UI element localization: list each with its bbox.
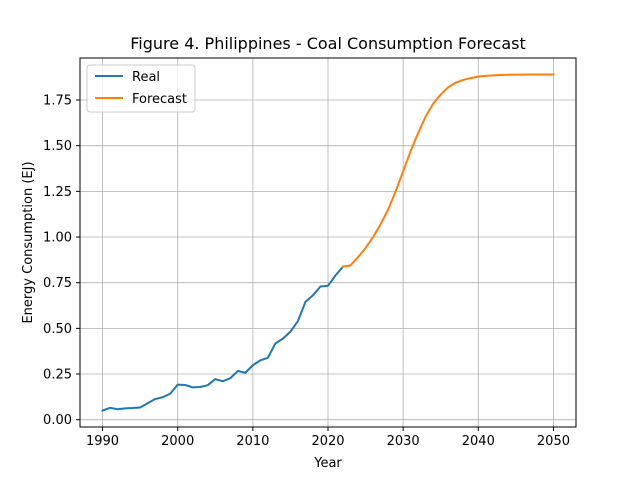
series-layer bbox=[101, 73, 555, 412]
y-tick-label: 1.75 bbox=[43, 94, 72, 109]
y-tick-label: 0.25 bbox=[43, 368, 72, 383]
series-line-forecast bbox=[341, 73, 555, 268]
chart-title: Figure 4. Philippines - Coal Consumption… bbox=[130, 34, 526, 53]
y-tick-label: 0.75 bbox=[43, 276, 72, 291]
y-tick-label: 0.50 bbox=[43, 322, 72, 337]
x-tick-label: 2020 bbox=[311, 434, 344, 449]
x-tick-label: 2010 bbox=[236, 434, 269, 449]
x-axis-ticks: 1990 2000 2010 2020 2030 2040 2050 bbox=[86, 427, 570, 449]
x-axis-label: Year bbox=[313, 456, 342, 471]
y-tick-label: 1.50 bbox=[43, 139, 72, 154]
legend-label-forecast: Forecast bbox=[132, 92, 187, 107]
y-axis-label: Energy Consumption (EJ) bbox=[21, 161, 36, 323]
x-tick-label: 2030 bbox=[387, 434, 420, 449]
y-tick-label: 1.00 bbox=[43, 231, 72, 246]
y-tick-label: 1.25 bbox=[43, 185, 72, 200]
series-line-real bbox=[101, 265, 345, 412]
y-tick-label: 0.00 bbox=[43, 413, 72, 428]
x-tick-label: 2000 bbox=[161, 434, 194, 449]
x-tick-label: 2040 bbox=[462, 434, 495, 449]
grid-lines bbox=[80, 58, 576, 427]
legend: Real Forecast bbox=[86, 64, 196, 113]
x-tick-label: 1990 bbox=[86, 434, 119, 449]
legend-label-real: Real bbox=[132, 70, 160, 85]
y-axis-ticks: 0.00 0.25 0.50 0.75 1.00 1.25 1.50 1.75 bbox=[43, 94, 80, 428]
x-tick-label: 2050 bbox=[537, 434, 570, 449]
